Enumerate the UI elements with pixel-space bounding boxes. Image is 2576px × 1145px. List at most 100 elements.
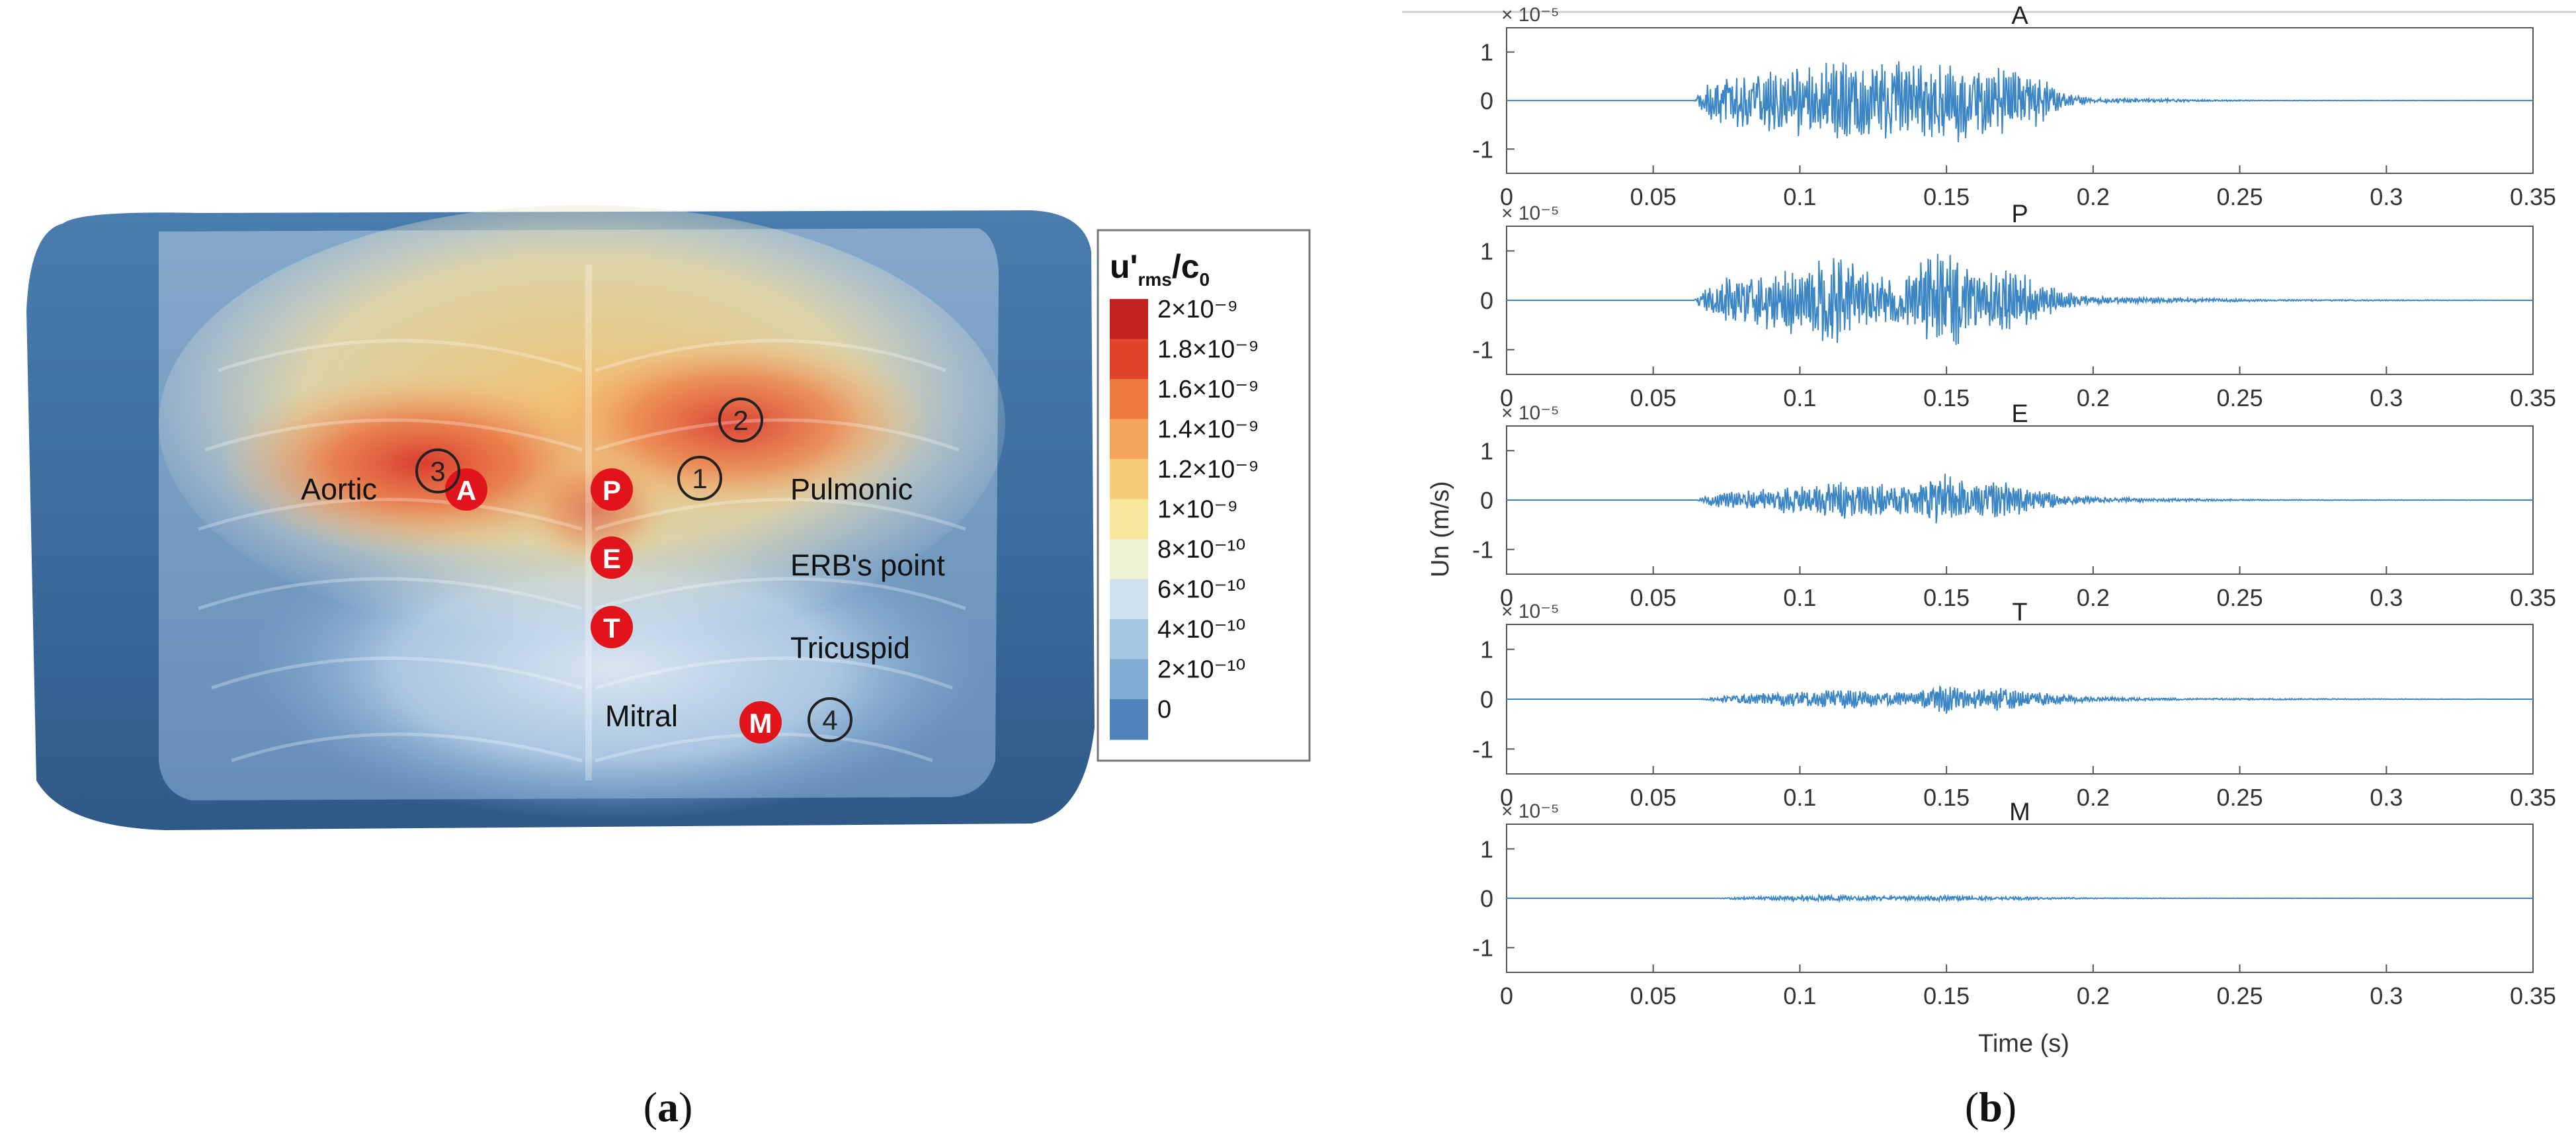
marker-p-dot: [591, 468, 633, 511]
site-1-circle: [677, 456, 722, 501]
site-1-number: 1: [692, 463, 707, 494]
subplot-m-xlabel-6: 0.3: [2370, 982, 2403, 1009]
auscultation-markers: A P E T M: [445, 468, 782, 743]
subplot-a: A × 10⁻⁵ 1 0 -1 0 0.05 0.1 0.15 0.2 0.25 0.3 0.35: [1472, 2, 2556, 210]
site-3-number: 3: [430, 456, 445, 487]
subplot-t-ylabel-1: 0: [1480, 686, 1493, 713]
colorbar-tick-4: 1.2×10⁻⁹: [1157, 456, 1259, 484]
subplot-p-xlabel-5: 0.25: [2217, 384, 2263, 411]
site-2-number: 2: [733, 405, 748, 436]
subplot-p-xlabel-7: 0.35: [2510, 384, 2556, 411]
x-axis-label: Time (s): [1978, 1030, 2069, 1058]
subplot-e-xlabel-7: 0.35: [2510, 584, 2556, 611]
site-number-circles: 12 3 4: [415, 398, 852, 742]
subplot-a-xlabel-6: 0.3: [2370, 183, 2403, 210]
marker-a-letter: A: [456, 475, 476, 506]
subplot-m-ylabel-1: 0: [1480, 885, 1493, 912]
colorbar-swatch-8: [1110, 619, 1148, 660]
y-axis-label: Un (m/s): [1427, 481, 1454, 577]
colorbar-tick-6: 8×10⁻¹⁰: [1157, 536, 1246, 564]
marker-t-dot: [591, 606, 633, 648]
marker-t-letter: T: [603, 613, 620, 644]
colorbar-swatches: [1110, 299, 1148, 740]
subplot-m-title: M: [2009, 798, 2030, 826]
site-4-number: 4: [822, 704, 837, 736]
subplot-m-exponent: × 10⁻⁵: [1501, 800, 1559, 822]
panel-a-label: (a): [644, 1083, 693, 1130]
subplot-a-xlabel-4: 0.2: [2077, 183, 2110, 210]
colorbar-swatch-2: [1110, 379, 1148, 420]
subplot-t-xlabel-1: 0.05: [1630, 784, 1677, 811]
colorbar-tick-2: 1.6×10⁻⁹: [1157, 376, 1259, 403]
subplot-m: M × 10⁻⁵ 1 0 -1 0 0.05 0.1 0.15 0.2 0.25 0.3 0.35: [1472, 798, 2556, 1009]
subplot-p-title: P: [2011, 200, 2028, 228]
colorbar-swatch-9: [1110, 659, 1148, 700]
panel-b-label: (b): [1965, 1083, 2016, 1130]
colorbar-swatch-10: [1110, 699, 1148, 740]
subplot-m-xlabel-5: 0.25: [2217, 982, 2263, 1009]
subplot-t-exponent: × 10⁻⁵: [1501, 601, 1559, 622]
subplot-p-ylabel-1: 0: [1480, 287, 1493, 314]
subplot-a-xlabel-7: 0.35: [2510, 183, 2556, 210]
marker-m-dot: [739, 701, 782, 743]
site-4-circle: [808, 697, 852, 742]
colorbar-tick-10: 0: [1157, 696, 1171, 724]
subplot-t-xlabel-7: 0.35: [2510, 784, 2556, 811]
subplot-e-xlabel-6: 0.3: [2370, 584, 2403, 611]
subplot-p-xlabel-6: 0.3: [2370, 384, 2403, 411]
label-pulmonic: Pulmonic: [790, 472, 913, 506]
colorbar-tick-8: 4×10⁻¹⁰: [1157, 616, 1246, 644]
subplot-e-ylabel-0: 1: [1480, 437, 1493, 464]
subplot-t-ylabel-2: -1: [1472, 736, 1493, 763]
subplot-e: E × 10⁻⁵ 1 0 -1 0 0.05 0.1 0.15 0.2 0.25 0.3 0.35: [1472, 400, 2556, 611]
subplot-m-xlabel-1: 0.05: [1630, 982, 1677, 1009]
subplot-t-xlabel-3: 0.15: [1923, 784, 1970, 811]
waveform-a: [1507, 61, 2533, 143]
subplot-t-xlabel-6: 0.3: [2370, 784, 2403, 811]
colorbar-tick-0: 2×10⁻⁹: [1157, 296, 1238, 323]
label-aortic: Aortic: [301, 472, 377, 506]
colorbar-swatch-7: [1110, 579, 1148, 620]
subplot-p-xlabel-1: 0.05: [1630, 384, 1677, 411]
subplot-t-title: T: [2012, 599, 2027, 626]
hot-zone-center: [516, 450, 675, 569]
subplot-p-xlabel-2: 0.1: [1783, 384, 1816, 411]
subplot-e-xlabel-0: 0: [1500, 584, 1513, 611]
label-tricuspid: Tricuspid: [790, 631, 910, 665]
colorbar-tick-3: 1.4×10⁻⁹: [1157, 416, 1259, 444]
subplot-t-xlabel-5: 0.25: [2217, 784, 2263, 811]
subplot-t-ylabel-0: 1: [1480, 636, 1493, 663]
subplot-a-ylabel-0: 1: [1480, 39, 1493, 66]
subplot-e-xlabel-3: 0.15: [1923, 584, 1970, 611]
colorbar: u'rms/c0 2×10⁻⁹ 1.8×10⁻⁹ 1.6×10⁻⁹ 1.4×10⁻⁹ 1…: [1097, 229, 1311, 762]
subplot-p-ylabel-2: -1: [1472, 337, 1493, 364]
panel-b-waveforms: A× 10⁻⁵10-10 0.05 0.1 0.15 0.2 0.25 0.3 0.35P× …: [1402, 2, 2576, 1058]
label-erbs-point: ERB's point: [790, 548, 945, 582]
subplot-a-xlabel-2: 0.1: [1783, 183, 1816, 210]
subplot-t-xlabel-0: 0: [1500, 784, 1513, 811]
subplot-a-ylabel-1: 0: [1480, 87, 1493, 114]
subplot-e-ylabel-1: 0: [1480, 487, 1493, 514]
subplot-a-exponent: × 10⁻⁵: [1501, 4, 1559, 26]
subplot-a-ylabel-2: -1: [1472, 136, 1493, 163]
subplot-a-xlabel-0: 0: [1500, 183, 1513, 210]
subplot-p-xlabel-4: 0.2: [2077, 384, 2110, 411]
subplot-e-exponent: × 10⁻⁵: [1501, 402, 1559, 424]
subplot-m-xlabel-3: 0.15: [1923, 982, 1970, 1009]
colorbar-swatch-3: [1110, 419, 1148, 460]
colorbar-tick-5: 1×10⁻⁹: [1157, 496, 1238, 524]
subplot-e-xlabel-4: 0.2: [2077, 584, 2110, 611]
subplot-p: P × 10⁻⁵ 1 0 -1 0 0.05 0.1 0.15 0.2 0.25 0.3 0.35: [1472, 200, 2556, 411]
colorbar-tick-9: 2×10⁻¹⁰: [1157, 656, 1246, 684]
site-2-circle: [718, 398, 763, 443]
colorbar-tick-1: 1.8×10⁻⁹: [1157, 336, 1259, 364]
colorbar-tick-labels: 2×10⁻⁹ 1.8×10⁻⁹ 1.6×10⁻⁹ 1.4×10⁻⁹ 1.2×10⁻⁹ 1×…: [1157, 296, 1259, 724]
subplot-e-xlabel-5: 0.25: [2217, 584, 2263, 611]
colorbar-swatch-6: [1110, 539, 1148, 580]
subplot-t-xlabel-2: 0.1: [1783, 784, 1816, 811]
subplot-a-title: A: [2011, 2, 2028, 30]
waveform-t: [1507, 685, 2533, 714]
subplot-p-xlabel-0: 0: [1500, 384, 1513, 411]
subplot-a-xlabel-5: 0.25: [2217, 183, 2263, 210]
